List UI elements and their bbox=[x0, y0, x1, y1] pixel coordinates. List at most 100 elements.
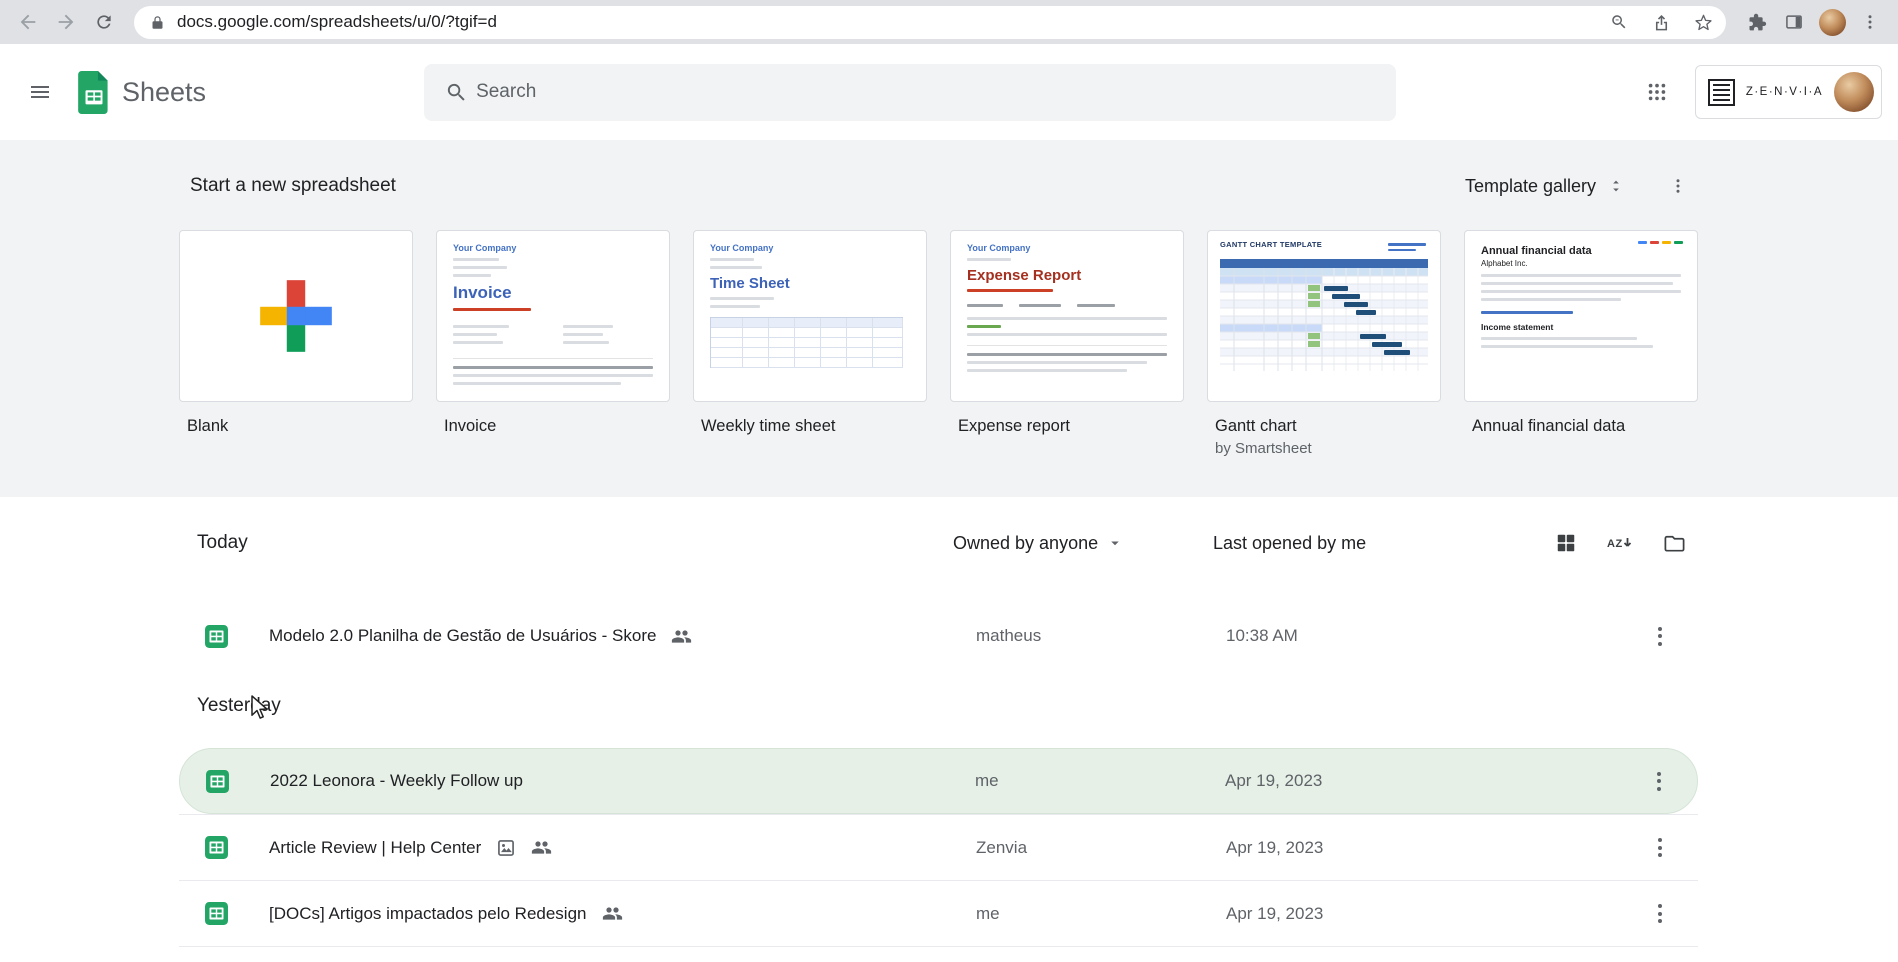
file-owner: matheus bbox=[976, 626, 1042, 645]
avatar bbox=[1818, 8, 1846, 36]
sheets-file-icon bbox=[179, 899, 269, 928]
recent-files-section: Today Owned by anyone Last opened by me … bbox=[0, 497, 1898, 962]
template-label: Blank bbox=[187, 417, 229, 435]
thumb-subtitle-text: Alphabet Inc. bbox=[1481, 259, 1528, 268]
owned-by-filter-label: Owned by anyone bbox=[953, 532, 1099, 553]
caret-down-icon bbox=[1106, 534, 1124, 552]
template-gallery-section: Start a new spreadsheet Template gallery bbox=[0, 140, 1898, 497]
app-title: Sheets bbox=[122, 76, 207, 107]
open-file-picker-folder-icon[interactable] bbox=[1654, 523, 1694, 563]
file-title: [DOCs] Artigos impactados pelo Redesign bbox=[269, 903, 587, 923]
template-label: Gantt chart bbox=[1215, 417, 1297, 435]
file-owner: me bbox=[976, 903, 1000, 923]
thumb-title-text: Annual financial data bbox=[1481, 245, 1592, 257]
template-card-blank[interactable]: Blank bbox=[179, 230, 413, 457]
template-label: Invoice bbox=[444, 417, 497, 435]
browser-reload-button[interactable] bbox=[86, 4, 122, 40]
share-icon[interactable] bbox=[1646, 7, 1676, 37]
file-opened: Apr 19, 2023 bbox=[1225, 771, 1323, 790]
address-bar[interactable]: docs.google.com/spreadsheets/u/0/?tgif=d bbox=[134, 5, 1726, 39]
browser-menu-kebab-icon[interactable] bbox=[1852, 4, 1888, 40]
thumb-company-text: Your Company bbox=[710, 243, 774, 253]
shared-people-icon bbox=[531, 837, 552, 858]
sheets-file-icon bbox=[179, 622, 269, 651]
owned-by-filter[interactable]: Owned by anyone bbox=[953, 533, 1213, 554]
search-bar[interactable] bbox=[424, 63, 1397, 121]
templates-section-title: Start a new spreadsheet bbox=[190, 175, 396, 196]
template-card-gantt-chart[interactable]: GANTT CHART TEMPLATE bbox=[1207, 230, 1441, 457]
thumb-company-text: Your Company bbox=[453, 243, 517, 253]
gantt-chart-thumbnail: GANTT CHART TEMPLATE bbox=[1208, 231, 1440, 401]
file-row-partial[interactable]: [Attention] Artigos impactados pelo rede… bbox=[179, 946, 1698, 962]
browser-forward-button[interactable] bbox=[48, 4, 84, 40]
account-widget[interactable]: Z·E·N·V·I·A bbox=[1694, 65, 1882, 119]
row-menu-kebab-icon[interactable] bbox=[1640, 894, 1680, 934]
app-header: Sheets Z·E·N·V·I·A bbox=[0, 44, 1898, 140]
browser-profile-avatar[interactable] bbox=[1814, 4, 1850, 40]
thumb-title-text: Expense Report bbox=[967, 267, 1082, 284]
image-icon bbox=[496, 838, 516, 858]
section-label-yesterday: Yesterday bbox=[197, 695, 281, 716]
template-card-annual-financial-data[interactable]: Annual financial data Alphabet Inc. Inco… bbox=[1464, 230, 1698, 457]
template-label: Weekly time sheet bbox=[701, 417, 836, 435]
brand-name: Z·E·N·V·I·A bbox=[1745, 86, 1823, 98]
sheets-file-icon bbox=[180, 767, 270, 796]
file-row-highlighted[interactable]: 2022 Leonora - Weekly Follow up me Apr 1… bbox=[179, 748, 1698, 814]
extensions-puzzle-icon[interactable] bbox=[1738, 4, 1774, 40]
url-text[interactable]: docs.google.com/spreadsheets/u/0/?tgif=d bbox=[177, 12, 497, 31]
blank-plus-icon bbox=[180, 231, 412, 401]
profile-avatar[interactable] bbox=[1834, 72, 1874, 112]
sheets-logo-icon[interactable] bbox=[78, 70, 110, 114]
file-owner: me bbox=[975, 771, 999, 790]
template-gallery-button[interactable]: Template gallery bbox=[1457, 166, 1634, 206]
back-arrow-icon bbox=[20, 14, 36, 30]
search-icon[interactable] bbox=[436, 72, 476, 112]
file-title: 2022 Leonora - Weekly Follow up bbox=[270, 771, 523, 790]
file-opened: 10:38 AM bbox=[1226, 626, 1298, 645]
sheets-file-icon bbox=[179, 833, 269, 862]
template-label: Annual financial data bbox=[1472, 417, 1626, 435]
zoom-icon[interactable] bbox=[1604, 7, 1634, 37]
template-card-expense-report[interactable]: Your Company Expense Report Expens bbox=[950, 230, 1184, 457]
file-title: Modelo 2.0 Planilha de Gestão de Usuário… bbox=[269, 626, 657, 645]
search-input[interactable] bbox=[476, 81, 1387, 103]
template-sublabel: by Smartsheet bbox=[1215, 440, 1312, 457]
shared-people-icon bbox=[671, 626, 692, 647]
browser-chrome: docs.google.com/spreadsheets/u/0/?tgif=d bbox=[0, 0, 1898, 44]
svg-text:Z: Z bbox=[1616, 538, 1623, 550]
template-label: Expense report bbox=[958, 417, 1070, 435]
invoice-thumbnail: Your Company Invoice bbox=[437, 231, 669, 401]
thumb-title-text: Invoice bbox=[453, 283, 512, 302]
thumb-title-text: GANTT CHART TEMPLATE bbox=[1220, 240, 1323, 249]
file-opened: Apr 19, 2023 bbox=[1226, 837, 1324, 857]
file-opened: Apr 19, 2023 bbox=[1226, 903, 1324, 923]
lock-icon bbox=[150, 15, 165, 30]
main-menu-hamburger-icon[interactable] bbox=[16, 68, 64, 116]
row-menu-kebab-icon[interactable] bbox=[1639, 761, 1679, 801]
time-sheet-thumbnail: Your Company Time Sheet bbox=[694, 231, 926, 401]
reload-icon bbox=[97, 15, 111, 29]
grid-view-icon[interactable] bbox=[1546, 523, 1586, 563]
templates-menu-kebab-icon[interactable] bbox=[1658, 166, 1698, 206]
template-card-invoice[interactable]: Your Company Invoice Invoice bbox=[436, 230, 670, 457]
thumb-section-text: Income statement bbox=[1481, 322, 1554, 332]
color-legend-dashes bbox=[1638, 241, 1683, 244]
last-opened-sort[interactable]: Last opened by me bbox=[1213, 532, 1367, 553]
side-panel-icon[interactable] bbox=[1776, 4, 1812, 40]
file-row[interactable]: [DOCs] Artigos impactados pelo Redesign … bbox=[179, 880, 1698, 946]
bookmark-star-icon[interactable] bbox=[1688, 7, 1718, 37]
browser-back-button[interactable] bbox=[10, 4, 46, 40]
row-menu-kebab-icon[interactable] bbox=[1640, 616, 1680, 656]
mini-table bbox=[710, 317, 903, 368]
unfold-more-icon bbox=[1606, 176, 1626, 196]
file-row[interactable]: Article Review | Help Center Zenvia Apr … bbox=[179, 814, 1698, 880]
svg-text:A: A bbox=[1607, 538, 1615, 550]
row-menu-kebab-icon[interactable] bbox=[1640, 828, 1680, 868]
shared-people-icon bbox=[602, 903, 623, 924]
file-owner: Zenvia bbox=[976, 837, 1028, 857]
zenvia-logo-icon bbox=[1707, 78, 1735, 106]
file-row[interactable]: Modelo 2.0 Planilha de Gestão de Usuário… bbox=[179, 603, 1698, 669]
sort-az-icon[interactable]: A Z bbox=[1600, 523, 1640, 563]
apps-grid-icon[interactable] bbox=[1633, 68, 1681, 116]
template-card-weekly-time-sheet[interactable]: Your Company Time Sheet Weekly time shee… bbox=[693, 230, 927, 457]
